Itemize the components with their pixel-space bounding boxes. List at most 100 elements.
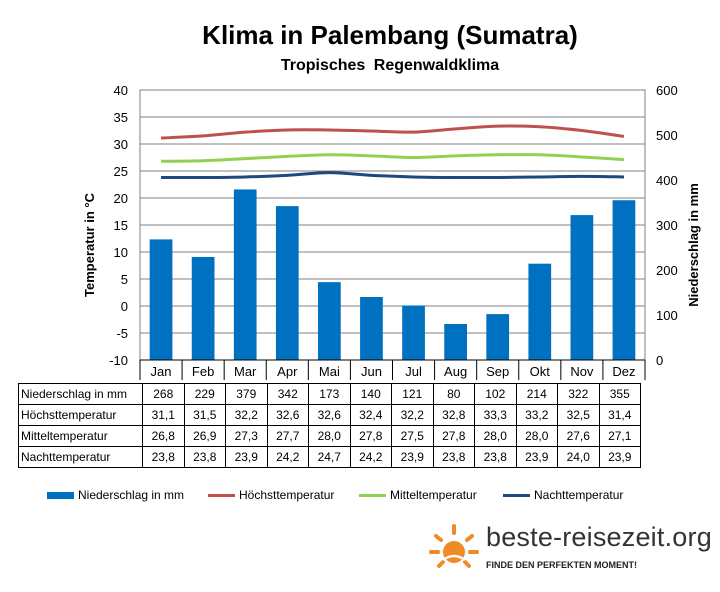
x-tick-label: Apr <box>277 364 298 379</box>
brand-logo[interactable]: beste-reisezeit.org FINDE DEN PERFEKTEN … <box>428 522 718 582</box>
y-left-tick-label: 5 <box>121 272 128 287</box>
table-cell: 32,5 <box>557 404 600 426</box>
climate-chart: -10-505101520253035400100200300400500600… <box>82 83 701 380</box>
table-cell: 80 <box>432 383 475 405</box>
legend-item: Nachttemperatur <box>503 488 623 502</box>
legend-swatch <box>47 492 74 500</box>
table-cell: 121 <box>391 383 434 405</box>
table-cell: 26,8 <box>142 425 185 447</box>
chart-title: Klima in Palembang (Sumatra) <box>202 20 578 50</box>
legend-label: Mitteltemperatur <box>390 488 477 502</box>
y-left-tick-label: 35 <box>114 110 128 125</box>
precipitation-bar <box>149 239 173 360</box>
y-left-tick-label: -5 <box>116 326 128 341</box>
y-right-tick-label: 300 <box>656 218 678 233</box>
brand-tagline: FINDE DEN PERFEKTEN MOMENT! <box>486 560 638 570</box>
row-label: Niederschlag in mm <box>18 383 143 405</box>
sun-icon <box>429 524 479 568</box>
chart-subtitle: Tropisches Regenwaldklima <box>280 57 500 74</box>
table-cell: 268 <box>142 383 185 405</box>
y-right-tick-label: 500 <box>656 128 678 143</box>
precipitation-bar <box>318 282 341 360</box>
table-cell: 173 <box>308 383 351 405</box>
table-cell: 322 <box>557 383 600 405</box>
x-tick-label: Sep <box>486 364 509 379</box>
temperature-lines <box>160 124 625 180</box>
x-tick-label: Mai <box>319 364 340 379</box>
y-left-tick-label: 10 <box>114 245 128 260</box>
table-cell: 27,6 <box>557 425 600 447</box>
table-cell: 214 <box>515 383 558 405</box>
table-cell: 31,4 <box>598 404 641 426</box>
precipitation-bar <box>528 263 552 360</box>
legend-item: Mitteltemperatur <box>359 488 477 502</box>
table-row: Mitteltemperatur 26,8 26,9 27,3 27,7 28,0 27,8… <box>18 425 641 447</box>
precipitation-bar <box>191 256 215 360</box>
x-tick-label: Nov <box>570 364 594 379</box>
y-left-tick-label: 30 <box>114 137 128 152</box>
precipitation-bar <box>444 324 467 360</box>
table-cell: 102 <box>474 383 517 405</box>
y-axis-left-title: Temperatur in °C <box>82 192 97 297</box>
x-tick-label: Mar <box>234 364 257 379</box>
row-label: Mitteltemperatur <box>18 425 143 447</box>
x-tick-label: Okt <box>530 364 551 379</box>
legend-item: Höchsttemperatur <box>208 488 334 502</box>
x-tick-label: Jun <box>361 364 382 379</box>
y-left-tick-label: 40 <box>114 83 128 98</box>
y-right-tick-label: 0 <box>656 353 663 368</box>
legend-swatch <box>208 494 235 498</box>
table-cell: 23,8 <box>183 446 226 468</box>
table-cell: 27,8 <box>349 425 392 447</box>
nachttemperatur-line <box>161 171 624 180</box>
table-cell: 32,2 <box>391 404 434 426</box>
precipitation-bar <box>612 200 636 360</box>
axis-ticks: -10-505101520253035400100200300400500600… <box>109 83 678 379</box>
y-right-tick-label: 200 <box>656 263 678 278</box>
table-cell: 379 <box>225 383 268 405</box>
table-cell: 342 <box>266 383 309 405</box>
table-cell: 27,7 <box>266 425 309 447</box>
y-axis-right-title: Niederschlag in mm <box>686 183 701 307</box>
table-cell: 355 <box>598 383 641 405</box>
brand-name: beste-reisezeit.org <box>486 522 712 552</box>
legend-label: Niederschlag in mm <box>78 488 185 502</box>
precipitation-bar <box>275 206 299 360</box>
mitteltemperatur-line <box>161 153 625 163</box>
row-label: Nachttemperatur <box>18 446 143 468</box>
table-cell: 23,9 <box>515 446 558 468</box>
table-cell: 27,1 <box>598 425 641 447</box>
y-left-tick-label: 20 <box>114 191 128 206</box>
plot-frame <box>139 89 646 380</box>
y-left-tick-label: 15 <box>114 218 128 233</box>
y-right-tick-label: 400 <box>656 173 678 188</box>
table-cell: 140 <box>349 383 392 405</box>
table-cell: 27,8 <box>432 425 475 447</box>
table-cell: 32,2 <box>225 404 268 426</box>
table-cell: 23,9 <box>598 446 641 468</box>
legend-label: Nachttemperatur <box>534 488 624 502</box>
table-cell: 32,8 <box>432 404 475 426</box>
table-cell: 33,2 <box>515 404 558 426</box>
table-row: Höchsttemperatur 31,1 31,5 32,2 32,6 32,6 32,4… <box>18 404 641 426</box>
y-left-tick-label: 25 <box>114 164 128 179</box>
table-cell: 33,3 <box>474 404 517 426</box>
table-cell: 24,2 <box>349 446 392 468</box>
precipitation-bar <box>233 189 257 360</box>
table-cell: 23,8 <box>142 446 185 468</box>
x-tick-label: Jan <box>151 364 172 379</box>
y-right-tick-label: 100 <box>656 308 678 323</box>
table-row: Niederschlag in mm 268 229 379 342 173 140 121 8… <box>18 383 641 405</box>
x-tick-label: Jul <box>405 364 422 379</box>
table-cell: 31,1 <box>142 404 185 426</box>
table-cell: 27,5 <box>391 425 434 447</box>
table-cell: 32,4 <box>349 404 392 426</box>
legend-swatch <box>359 494 386 498</box>
precipitation-bar <box>570 215 594 360</box>
table-cell: 28,0 <box>308 425 351 447</box>
table-cell: 28,0 <box>515 425 558 447</box>
data-table: Niederschlag in mm 268 229 379 342 173 140 121 8… <box>18 383 641 468</box>
table-row: Nachttemperatur 23,8 23,8 23,9 24,2 24,7 24,2 2… <box>18 446 641 468</box>
table-cell: 23,9 <box>225 446 268 468</box>
legend-item: Niederschlag in mm <box>47 488 184 502</box>
